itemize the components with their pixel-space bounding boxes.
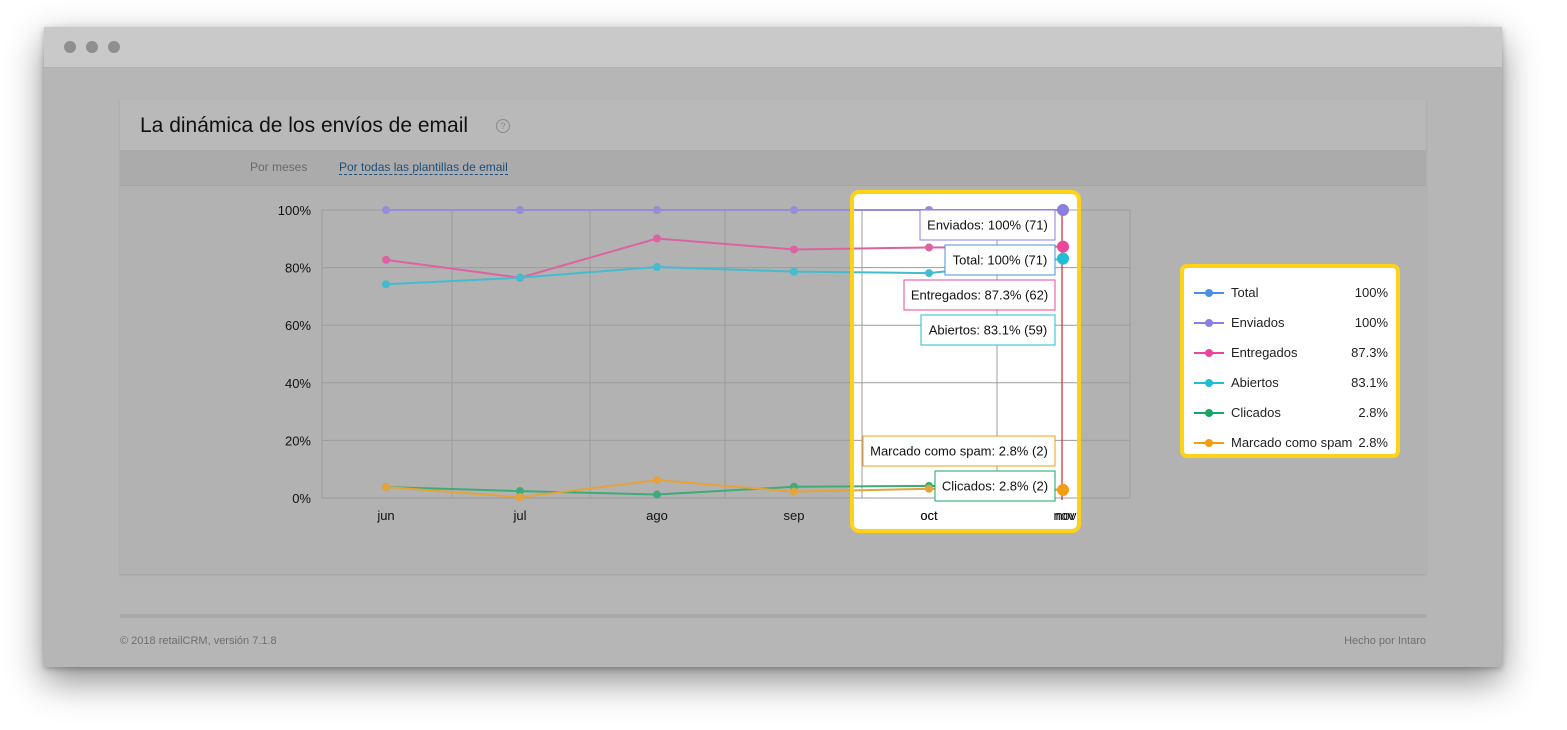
x-tick-label: oct [920, 508, 938, 523]
tooltip-highlight-border [850, 190, 1081, 533]
legend-item[interactable]: Clicados 2.8% [1192, 403, 1388, 423]
window-minimize-dot[interactable] [86, 41, 98, 53]
x-tick-label: sep [784, 508, 805, 523]
tooltip-label-box [903, 279, 1056, 311]
tooltip-label: Clicados: 2.8% (2) [942, 479, 1048, 494]
data-point [790, 487, 798, 496]
tooltip-label-box [920, 314, 1056, 346]
data-point [653, 490, 661, 499]
x-tick-label: jul [512, 508, 526, 523]
legend-item[interactable]: Enviados 100% [1192, 313, 1388, 333]
data-point [925, 484, 933, 493]
window-close-dot[interactable] [64, 41, 76, 53]
tooltip-label: Total: 100% (71) [953, 253, 1048, 268]
data-point [382, 255, 390, 264]
tooltip-label-box [919, 209, 1056, 241]
y-tick-label: 80% [285, 261, 311, 276]
filter-bar: Por meses Por todas las plantillas de em… [120, 151, 1426, 186]
data-point [382, 206, 390, 214]
legend-value: 83.1% [1351, 375, 1388, 390]
data-point [382, 280, 390, 289]
data-point [790, 245, 798, 254]
footer-divider [120, 614, 1426, 618]
data-point [516, 487, 524, 496]
legend-label: Enviados [1231, 315, 1285, 330]
template-filter-link[interactable]: Por todas las plantillas de email [339, 160, 508, 175]
y-tick-label: 20% [285, 433, 311, 448]
y-tick-label: 100% [278, 203, 312, 218]
legend-label: Abiertos [1231, 375, 1279, 390]
tooltip-label-box [944, 244, 1056, 276]
panel-header: La dinámica de los envíos de email ? [120, 100, 1426, 151]
data-point [790, 267, 798, 276]
chart-legend: Total 100% Enviados 100% Entregados 87.3% Abie… [1180, 264, 1400, 458]
x-tick-label: ago [646, 508, 668, 523]
tooltip-label: Enviados: 100% (71) [927, 218, 1048, 233]
tooltip-label: Entregados: 87.3% (62) [911, 288, 1048, 303]
legend-label: Clicados [1231, 405, 1281, 420]
tooltip-label: Abiertos: 83.1% (59) [929, 323, 1048, 338]
data-point [653, 476, 661, 485]
legend-item[interactable]: Entregados 87.3% [1192, 343, 1388, 363]
page-title: La dinámica de los envíos de email [140, 114, 469, 137]
period-filter[interactable]: Por meses [250, 160, 308, 174]
highlight-point [1057, 483, 1069, 496]
legend-marker-icon [1194, 439, 1224, 447]
legend-label: Entregados [1231, 345, 1298, 360]
data-point [653, 206, 661, 214]
x-tick-label: jun [376, 508, 394, 523]
highlight-point [1057, 240, 1069, 253]
x-tick-label: oct [920, 508, 938, 523]
question-icon[interactable]: ? [496, 119, 510, 133]
highlight-point [1057, 252, 1069, 265]
legend-item[interactable]: Marcado como spam 2.8% [1192, 433, 1388, 453]
data-point [653, 263, 661, 272]
y-tick-label: 40% [285, 376, 311, 391]
data-point [516, 206, 524, 214]
data-point [516, 493, 524, 502]
legend-value: 87.3% [1351, 345, 1388, 360]
tooltip-label: Marcado como spam: 2.8% (2) [870, 444, 1048, 459]
window-titlebar [44, 27, 1502, 68]
data-point [382, 483, 390, 492]
y-tick-label: 0% [292, 491, 311, 506]
tooltip-label-box [862, 435, 1056, 467]
footer-copyright: © 2018 retailCRM, versión 7.1.8 [120, 635, 277, 647]
data-point [516, 273, 524, 282]
footer-made-by-link[interactable]: Hecho por Intaro [1344, 635, 1426, 647]
data-point [925, 269, 933, 278]
tooltip-label-box [934, 470, 1056, 502]
legend-item[interactable]: Total 100% [1192, 283, 1388, 303]
legend-item[interactable]: Abiertos 83.1% [1192, 373, 1388, 393]
x-tick-label: nov [1054, 508, 1075, 523]
legend-marker-icon [1194, 409, 1224, 417]
legend-value: 2.8% [1358, 435, 1388, 450]
legend-value: 100% [1354, 285, 1388, 300]
legend-marker-icon [1194, 379, 1224, 387]
legend-value: 2.8% [1358, 405, 1388, 420]
legend-label: Marcado como spam [1231, 435, 1353, 450]
data-point [653, 234, 661, 243]
window-maximize-dot[interactable] [108, 41, 120, 53]
data-point [925, 243, 933, 252]
x-tick-label: nov [1056, 508, 1077, 523]
legend-label: Total [1231, 285, 1259, 300]
data-point [790, 206, 798, 214]
y-tick-label: 60% [285, 318, 311, 333]
legend-value: 100% [1354, 315, 1388, 330]
legend-marker-icon [1194, 319, 1224, 327]
legend-marker-icon [1194, 289, 1224, 297]
legend-marker-icon [1194, 349, 1224, 357]
highlight-point [1057, 204, 1069, 216]
